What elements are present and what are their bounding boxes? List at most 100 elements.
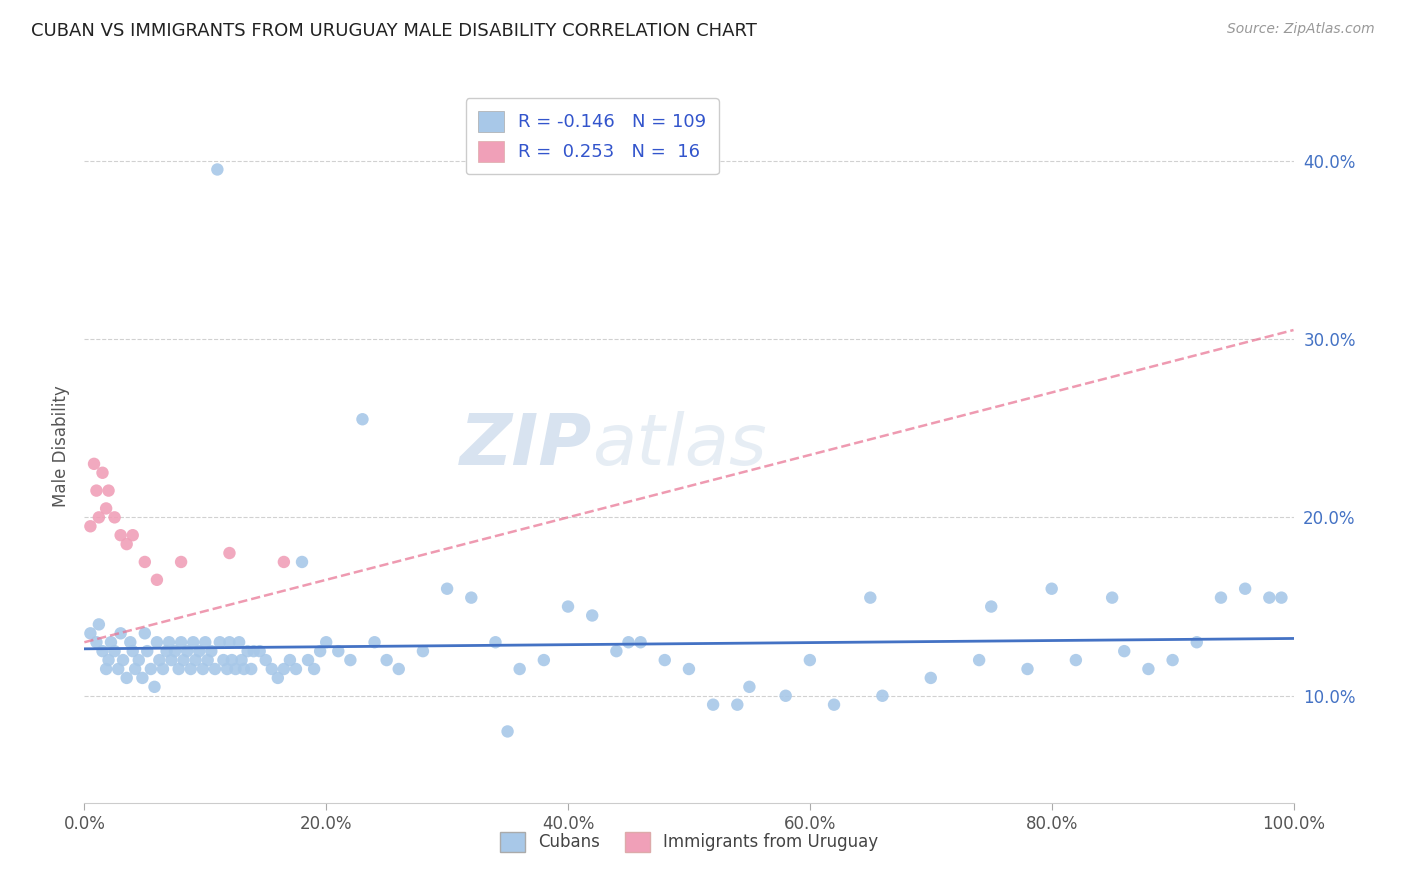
Point: [823, 698, 845, 712]
Point: [859, 591, 882, 605]
Point: [104, 510, 127, 524]
Text: atlas: atlas: [592, 411, 766, 481]
Point: [1258, 591, 1281, 605]
Point: [136, 644, 159, 658]
Point: [799, 653, 821, 667]
Point: [1114, 644, 1136, 658]
Point: [83, 457, 105, 471]
Point: [194, 635, 217, 649]
Point: [1209, 591, 1232, 605]
Point: [97, 483, 120, 498]
Point: [267, 671, 290, 685]
Point: [1185, 635, 1208, 649]
Point: [273, 555, 295, 569]
Point: [173, 653, 195, 667]
Point: [309, 644, 332, 658]
Point: [110, 626, 132, 640]
Point: [412, 644, 434, 658]
Point: [284, 662, 308, 676]
Point: [91, 644, 114, 658]
Point: [110, 528, 132, 542]
Point: [91, 466, 114, 480]
Point: [1017, 662, 1039, 676]
Point: [87, 510, 110, 524]
Point: [124, 662, 146, 676]
Point: [388, 662, 411, 676]
Point: [100, 635, 122, 649]
Point: [200, 644, 222, 658]
Point: [181, 635, 204, 649]
Point: [121, 644, 143, 658]
Point: [143, 680, 166, 694]
Point: [146, 573, 169, 587]
Point: [496, 724, 519, 739]
Point: [157, 635, 180, 649]
Point: [170, 635, 193, 649]
Point: [94, 662, 117, 676]
Point: [328, 644, 350, 658]
Point: [146, 635, 169, 649]
Point: [678, 662, 700, 676]
Point: [617, 635, 640, 649]
Point: [112, 653, 135, 667]
Point: [79, 626, 101, 640]
Point: [260, 662, 283, 676]
Point: [1270, 591, 1292, 605]
Text: CUBAN VS IMMIGRANTS FROM URUGUAY MALE DISABILITY CORRELATION CHART: CUBAN VS IMMIGRANTS FROM URUGUAY MALE DI…: [31, 22, 756, 40]
Point: [87, 617, 110, 632]
Point: [180, 662, 202, 676]
Point: [134, 626, 156, 640]
Point: [94, 501, 117, 516]
Point: [460, 591, 482, 605]
Point: [160, 653, 183, 667]
Point: [128, 653, 150, 667]
Point: [97, 653, 120, 667]
Point: [605, 644, 627, 658]
Point: [1234, 582, 1257, 596]
Point: [115, 671, 138, 685]
Point: [872, 689, 894, 703]
Point: [242, 644, 264, 658]
Point: [121, 528, 143, 542]
Point: [79, 519, 101, 533]
Point: [702, 698, 724, 712]
Point: [557, 599, 579, 614]
Point: [375, 653, 398, 667]
Point: [278, 653, 301, 667]
Point: [240, 662, 263, 676]
Point: [184, 653, 207, 667]
Point: [630, 635, 652, 649]
Point: [215, 662, 238, 676]
Point: [980, 599, 1002, 614]
Point: [167, 662, 190, 676]
Point: [1064, 653, 1087, 667]
Legend: Cubans, Immigrants from Uruguay: Cubans, Immigrants from Uruguay: [494, 825, 884, 859]
Point: [1101, 591, 1123, 605]
Point: [352, 412, 374, 426]
Point: [155, 644, 177, 658]
Point: [236, 644, 259, 658]
Point: [725, 698, 748, 712]
Point: [581, 608, 603, 623]
Text: Source: ZipAtlas.com: Source: ZipAtlas.com: [1227, 22, 1375, 37]
Point: [120, 635, 142, 649]
Point: [484, 635, 506, 649]
Point: [654, 653, 676, 667]
Point: [339, 653, 361, 667]
Point: [221, 653, 243, 667]
Point: [218, 546, 240, 560]
Point: [231, 653, 253, 667]
Point: [967, 653, 990, 667]
Point: [315, 635, 337, 649]
Point: [738, 680, 761, 694]
Point: [107, 662, 129, 676]
Point: [302, 662, 325, 676]
Point: [273, 662, 295, 676]
Point: [533, 653, 555, 667]
Point: [188, 644, 211, 658]
Point: [291, 555, 314, 569]
Point: [775, 689, 797, 703]
Point: [218, 635, 240, 649]
Y-axis label: Male Disability: Male Disability: [52, 385, 70, 507]
Point: [191, 662, 214, 676]
